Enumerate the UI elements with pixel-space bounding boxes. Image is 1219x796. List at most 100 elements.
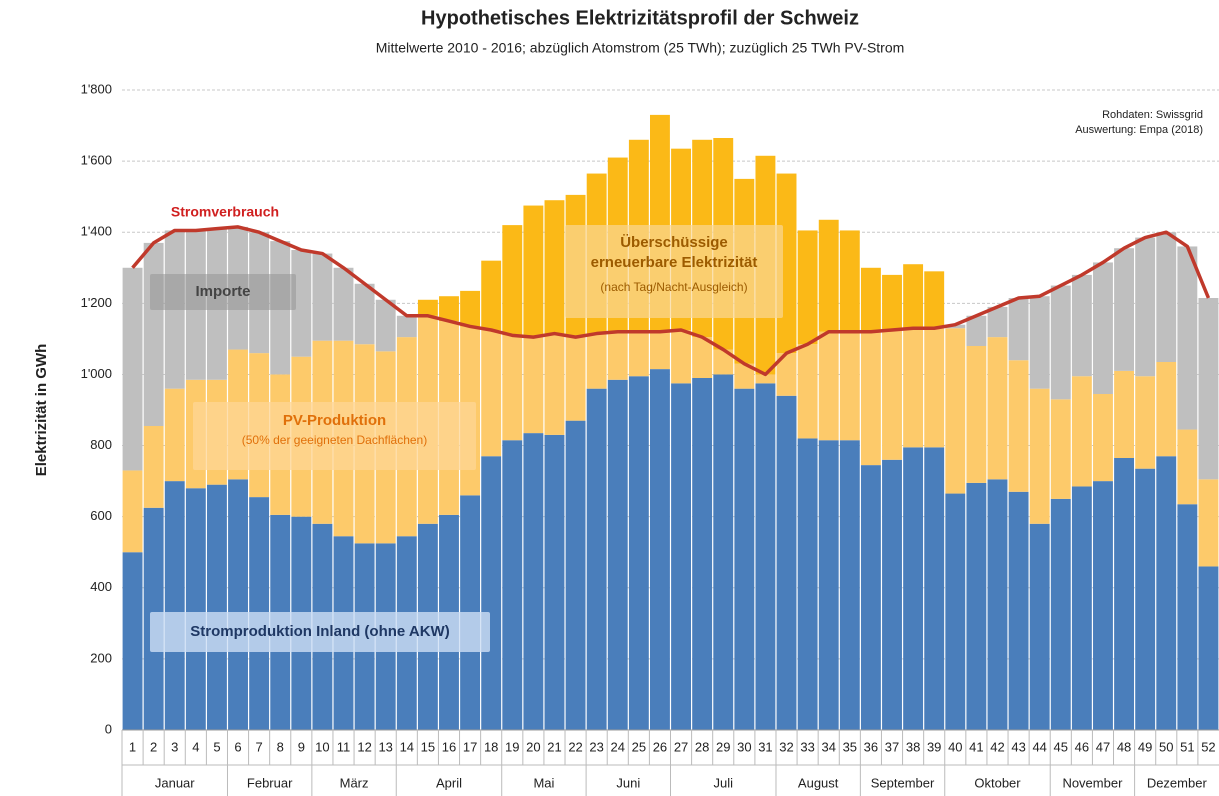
bar-segment bbox=[839, 230, 860, 332]
bar-segment bbox=[502, 335, 523, 441]
bar-segment bbox=[966, 482, 987, 730]
x-tick-label: 24 bbox=[611, 739, 625, 754]
bar-segment bbox=[797, 344, 818, 439]
bar-segment bbox=[818, 440, 839, 730]
bar-segment bbox=[987, 306, 1008, 338]
bar-segment bbox=[1050, 399, 1071, 499]
bar-segment bbox=[713, 374, 734, 730]
bar-segment bbox=[671, 383, 691, 730]
bar-segment bbox=[143, 426, 164, 508]
bar-segment bbox=[1093, 262, 1113, 394]
y-tick-label: 1'600 bbox=[81, 153, 112, 168]
bar-segment bbox=[1029, 296, 1050, 389]
month-label: Februar bbox=[247, 775, 293, 790]
bar-segment bbox=[903, 447, 924, 730]
bar-segment bbox=[1114, 458, 1135, 730]
bar-segment bbox=[122, 552, 143, 730]
month-label: August bbox=[798, 775, 839, 790]
series-subtitle: (nach Tag/Nacht-Ausgleich) bbox=[600, 280, 748, 294]
bar-segment bbox=[523, 433, 544, 730]
x-tick-label: 28 bbox=[695, 739, 709, 754]
bar-segment bbox=[860, 267, 881, 332]
bar-segment bbox=[903, 328, 924, 448]
month-label: Mai bbox=[533, 775, 554, 790]
x-tick-label: 2 bbox=[150, 739, 157, 754]
bar-segment bbox=[945, 328, 966, 494]
y-axis-label: Elektrizität in GWh bbox=[33, 344, 50, 477]
bar-segment bbox=[628, 376, 649, 730]
bar-segment bbox=[1029, 388, 1050, 524]
source-note: Rohdaten: Swissgrid bbox=[1102, 109, 1203, 121]
bar-segment bbox=[924, 271, 945, 329]
x-tick-label: 35 bbox=[843, 739, 857, 754]
bar-segment bbox=[1071, 486, 1092, 730]
month-label: Oktober bbox=[974, 775, 1021, 790]
bar-segment bbox=[987, 479, 1008, 730]
bar-segment bbox=[1008, 298, 1029, 361]
x-tick-label: 30 bbox=[737, 739, 751, 754]
bar-segment bbox=[628, 331, 649, 377]
bar-segment bbox=[481, 456, 502, 730]
bar-segment bbox=[565, 420, 586, 730]
bar-segment bbox=[143, 242, 164, 426]
bar-segment bbox=[882, 330, 902, 460]
bar-segment bbox=[860, 331, 881, 466]
bar-segment bbox=[460, 290, 481, 327]
bar-segment bbox=[755, 383, 776, 730]
x-tick-label: 43 bbox=[1011, 739, 1025, 754]
bar-segment bbox=[1198, 298, 1219, 480]
y-tick-label: 1'200 bbox=[81, 295, 112, 310]
x-tick-label: 49 bbox=[1138, 739, 1152, 754]
bar-segment bbox=[882, 274, 902, 330]
bar-segment bbox=[544, 434, 565, 730]
bar-segment bbox=[1135, 237, 1156, 377]
x-tick-label: 17 bbox=[463, 739, 477, 754]
series-label: PV-Produktion (50% der geeigneten Dachflä… bbox=[193, 402, 476, 470]
bar-segment bbox=[1198, 566, 1219, 730]
bar-segment bbox=[396, 315, 417, 338]
x-tick-label: 33 bbox=[800, 739, 814, 754]
x-tick-label: 34 bbox=[821, 739, 835, 754]
x-tick-label: 16 bbox=[442, 739, 456, 754]
bar-segment bbox=[523, 337, 544, 434]
x-tick-label: 32 bbox=[779, 739, 793, 754]
x-tick-label: 39 bbox=[927, 739, 941, 754]
x-tick-label: 48 bbox=[1117, 739, 1131, 754]
bar-segment bbox=[586, 388, 607, 730]
x-tick-label: 18 bbox=[484, 739, 498, 754]
bar-segment bbox=[1008, 491, 1029, 730]
series-label: Stromproduktion Inland (ohne AKW) bbox=[150, 612, 490, 652]
bar-segment bbox=[860, 465, 881, 730]
bar-segment bbox=[164, 481, 185, 730]
bar-segment bbox=[839, 331, 860, 441]
y-tick-label: 1'000 bbox=[81, 366, 112, 381]
bar-segment bbox=[312, 253, 333, 341]
x-tick-label: 23 bbox=[589, 739, 603, 754]
series-name: Überschüssige erneuerbare Elektrizität bbox=[590, 234, 758, 271]
bar-segment bbox=[291, 250, 312, 357]
bar-segment bbox=[1093, 394, 1113, 482]
x-tick-label: 36 bbox=[864, 739, 878, 754]
x-tick-label: 3 bbox=[171, 739, 178, 754]
month-label: Juli bbox=[713, 775, 733, 790]
chart-subtitle: Mittelwerte 2010 - 2016; abzüglich Atoms… bbox=[376, 40, 905, 56]
x-tick-label: 25 bbox=[632, 739, 646, 754]
series-subtitle: (50% der geeigneten Dachflächen) bbox=[241, 433, 428, 447]
line-label: Stromverbrauch bbox=[171, 204, 279, 220]
bar-segment bbox=[945, 324, 966, 329]
bar-segment bbox=[481, 330, 502, 457]
bar-segment bbox=[417, 299, 438, 316]
x-tick-label: 5 bbox=[213, 739, 220, 754]
month-label: Dezember bbox=[1147, 775, 1208, 790]
bar-segment bbox=[1135, 468, 1156, 730]
bar-segment bbox=[544, 200, 565, 334]
bar-segment bbox=[481, 260, 502, 330]
bar-segment bbox=[924, 447, 945, 730]
bar-segment bbox=[439, 296, 459, 322]
bar-segment bbox=[1156, 362, 1177, 457]
bar-segment bbox=[1135, 376, 1156, 469]
bar-segment bbox=[1177, 504, 1198, 730]
bar-segment bbox=[924, 328, 945, 448]
bar-segment bbox=[1156, 232, 1177, 362]
